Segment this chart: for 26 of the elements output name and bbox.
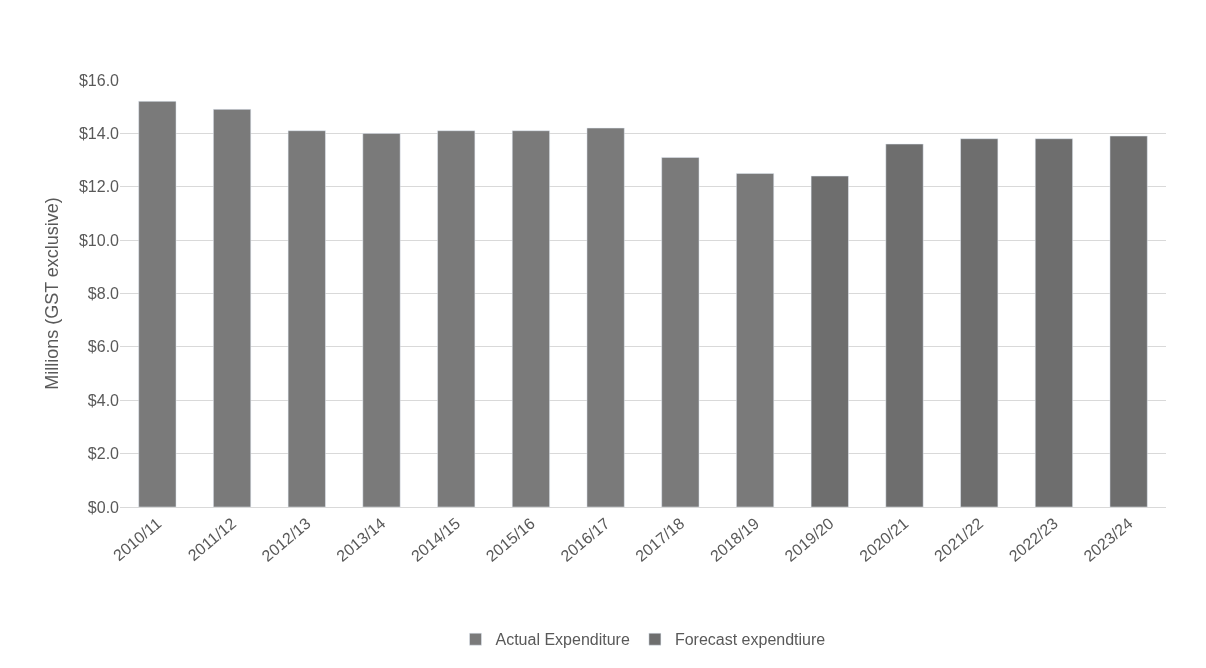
bar	[213, 109, 251, 507]
legend-label: Forecast expendtiure	[674, 631, 826, 649]
bar	[960, 138, 999, 507]
legend-label: Actual Expenditure	[495, 631, 630, 649]
bar	[1035, 138, 1073, 507]
bar	[885, 143, 924, 507]
bar	[437, 130, 476, 507]
bar	[586, 127, 625, 507]
y-tick-label: $2.0	[87, 445, 120, 463]
y-tick-label: $4.0	[87, 391, 120, 409]
bar	[362, 133, 401, 507]
bar	[512, 130, 550, 507]
y-tick-label: $10.0	[78, 231, 120, 249]
y-tick-label: $8.0	[87, 285, 120, 303]
bar	[138, 101, 177, 507]
bar	[661, 157, 700, 507]
y-tick-label: $6.0	[87, 338, 120, 356]
bar	[287, 130, 326, 507]
y-tick-label: $12.0	[78, 178, 120, 196]
bar	[736, 173, 774, 507]
y-tick-label: $16.0	[78, 71, 120, 89]
y-tick-label: $0.0	[87, 498, 120, 516]
y-tick-label: $14.0	[78, 124, 120, 142]
y-axis-title: Millions (GST exclusive)	[42, 197, 63, 390]
bar	[810, 175, 849, 507]
bar	[1109, 135, 1148, 507]
